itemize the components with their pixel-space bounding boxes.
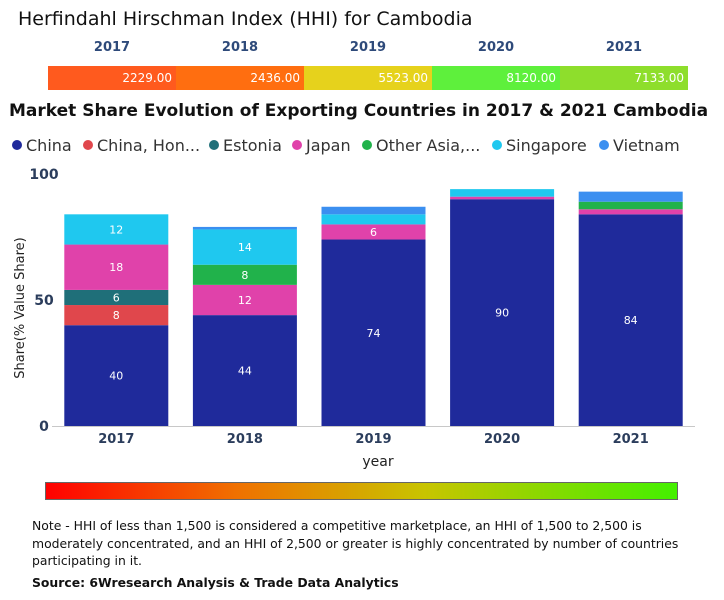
hhi-value-row: 2229.00 2436.00 5523.00 8120.00 7133.00 xyxy=(48,66,688,90)
hhi-note: Note - HHI of less than 1,500 is conside… xyxy=(32,518,679,568)
legend-label: Vietnam xyxy=(613,136,680,155)
bar-data-label: 74 xyxy=(367,327,381,340)
bar-data-label: 44 xyxy=(238,365,252,378)
bar-data-label: 6 xyxy=(113,291,120,304)
bar-data-label: 12 xyxy=(238,294,252,307)
bar-segment xyxy=(578,201,683,210)
legend-label: China xyxy=(26,136,72,155)
bar-data-label: 14 xyxy=(238,241,252,254)
legend-dot-icon xyxy=(12,140,22,150)
x-tick-label: 2018 xyxy=(227,432,263,447)
legend-dot-icon xyxy=(599,140,609,150)
source-line: Source: 6Wresearch Analysis & Trade Data… xyxy=(32,575,399,590)
x-tick-label: 2021 xyxy=(613,432,649,447)
legend-item-japan[interactable]: Japan xyxy=(292,136,351,155)
bar-data-label: 40 xyxy=(109,370,123,383)
bar-data-label: 18 xyxy=(109,261,123,274)
legend-label: Other Asia,... xyxy=(376,136,481,155)
bar-segment xyxy=(450,196,555,200)
bar-segment xyxy=(578,214,683,426)
bar-data-label: 90 xyxy=(495,307,509,320)
hhi-year: 2019 xyxy=(349,40,387,55)
bar-segment xyxy=(192,229,297,265)
bar-data-label: 6 xyxy=(370,226,377,239)
hhi-title: Herfindahl Hirschman Index (HHI) for Cam… xyxy=(18,8,473,30)
bar-segment xyxy=(192,284,297,316)
bar-segment xyxy=(450,199,555,426)
chart-title: Market Share Evolution of Exporting Coun… xyxy=(9,101,709,121)
bar-segment xyxy=(192,264,297,285)
bar-data-label: 8 xyxy=(241,269,248,282)
stacked-bar-chart: 0 50 100 Share(% Value Share) year 40 8 6 18 12 20… xyxy=(13,167,695,470)
hhi-color-scale xyxy=(45,482,678,500)
legend-dot-icon xyxy=(362,140,372,150)
legend-item-estonia[interactable]: Estonia xyxy=(209,136,282,155)
bar-segment xyxy=(192,226,297,230)
bar-segment xyxy=(64,289,169,306)
bar-segment xyxy=(578,209,683,215)
bar-segment xyxy=(64,214,169,245)
hhi-year-row: 2017 2018 2019 2020 2021 xyxy=(48,40,688,58)
bar-segment xyxy=(321,239,426,426)
bar-data-label: 84 xyxy=(624,314,638,327)
legend-item-china-hong-kong[interactable]: China, Hon... xyxy=(83,136,200,155)
legend-label: China, Hon... xyxy=(97,136,201,155)
legend-label: Singapore xyxy=(506,136,587,155)
y-tick-label: 50 xyxy=(34,293,54,309)
x-tick-label: 2017 xyxy=(98,432,134,447)
legend-dot-icon xyxy=(492,140,502,150)
y-axis-title: Share(% Value Share) xyxy=(13,237,28,379)
legend-item-other-asia[interactable]: Other Asia,... xyxy=(362,136,480,155)
bar-data-label: 8 xyxy=(113,309,120,322)
bar-data-label: 12 xyxy=(109,223,123,236)
legend-dot-icon xyxy=(292,140,302,150)
bar-segment xyxy=(64,244,169,290)
legend-item-china[interactable]: China xyxy=(12,136,72,155)
hhi-year: 2020 xyxy=(477,40,515,55)
hhi-value-cell: 7133.00 xyxy=(560,66,688,90)
bar-segment xyxy=(64,325,169,426)
hhi-year: 2018 xyxy=(221,40,259,55)
bar-segment xyxy=(64,305,169,326)
x-tick-label: 2019 xyxy=(355,432,391,447)
bar-segment xyxy=(578,191,683,202)
hhi-value-cell: 2436.00 xyxy=(176,66,304,90)
legend-dot-icon xyxy=(209,140,219,150)
legend-dot-icon xyxy=(83,140,93,150)
bar-segment xyxy=(321,214,426,225)
legend-label: Japan xyxy=(306,136,351,155)
legend-label: Estonia xyxy=(223,136,282,155)
hhi-value-cell: 8120.00 xyxy=(432,66,560,90)
hhi-year: 2017 xyxy=(93,40,131,55)
x-tick-label: 2020 xyxy=(484,432,520,447)
hhi-value-cell: 5523.00 xyxy=(304,66,432,90)
bar-segment xyxy=(321,224,426,240)
legend-item-singapore[interactable]: Singapore xyxy=(492,136,587,155)
y-tick-label: 100 xyxy=(29,167,58,183)
bar-segment xyxy=(321,206,426,215)
y-tick-label: 0 xyxy=(39,419,49,435)
bar-segment xyxy=(192,315,297,426)
legend-item-vietnam[interactable]: Vietnam xyxy=(599,136,680,155)
hhi-year: 2021 xyxy=(605,40,643,55)
bar-segment xyxy=(450,189,555,197)
hhi-value-cell: 2229.00 xyxy=(48,66,176,90)
x-axis-title: year xyxy=(362,454,393,470)
